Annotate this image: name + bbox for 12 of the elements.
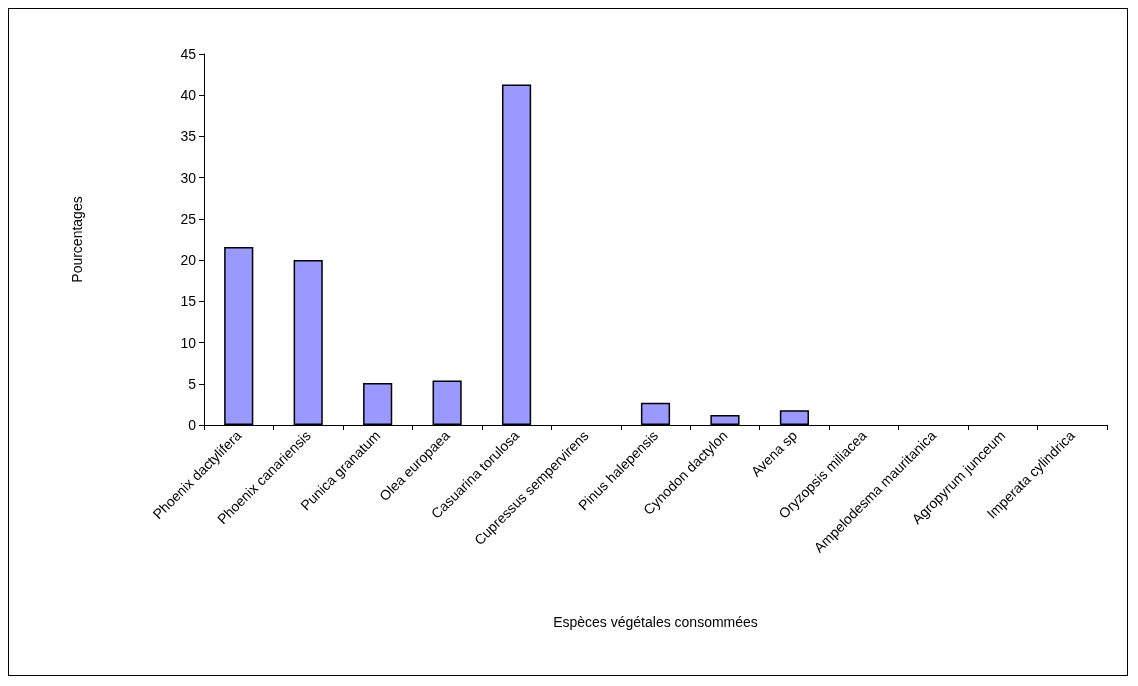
y-axis-title: Pourcentages bbox=[69, 196, 85, 283]
y-tick-label: 30 bbox=[180, 169, 197, 186]
y-tick-label: 25 bbox=[180, 210, 197, 227]
y-tick-label: 20 bbox=[180, 252, 197, 269]
y-tick-label: 35 bbox=[180, 128, 197, 145]
y-tick-label: 15 bbox=[180, 293, 197, 310]
y-tick-label: 5 bbox=[188, 375, 197, 392]
y-tick-label: 0 bbox=[188, 417, 197, 433]
y-tick-label: 10 bbox=[180, 334, 197, 351]
y-tick-label: 45 bbox=[180, 46, 197, 62]
y-tick-label: 40 bbox=[180, 87, 197, 104]
x-axis-title: Espèces végétales consommées bbox=[553, 614, 758, 630]
